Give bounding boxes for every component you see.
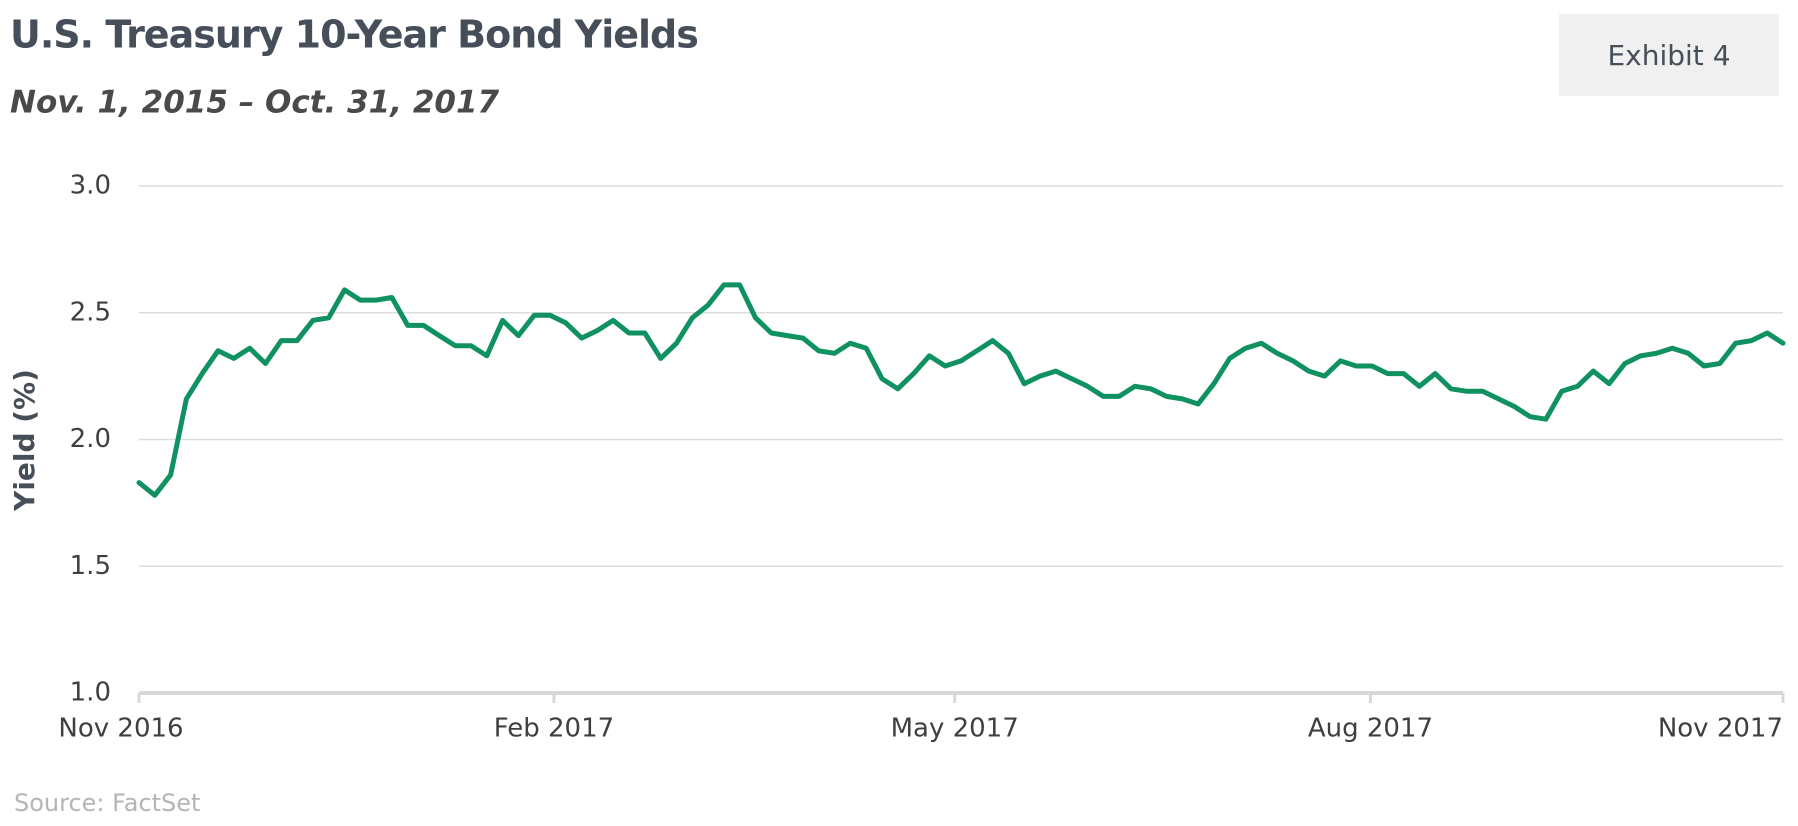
y-tick-label: 1.0	[70, 678, 111, 708]
chart-subtitle: Nov. 1, 2015 – Oct. 31, 2017	[10, 85, 500, 121]
x-tick-label: Nov 2016	[58, 714, 183, 744]
x-tick-label: May 2017	[891, 714, 1019, 744]
chart-title: U.S. Treasury 10-Year Bond Yields	[10, 13, 698, 57]
y-tick-label: 3.0	[70, 171, 111, 201]
y-tick-label: 1.5	[70, 551, 111, 581]
y-tick-label: 2.5	[70, 297, 111, 327]
y-tick-label: 2.0	[70, 424, 111, 454]
x-tick-label: Nov 2017	[1658, 714, 1783, 744]
badge: Exhibit 4	[1607, 39, 1730, 72]
yield-line	[136, 282, 1786, 498]
source: Source: FactSet	[14, 789, 200, 817]
y-axis-label: Yield (%)	[8, 369, 41, 512]
badge-box	[1559, 14, 1779, 96]
x-tick-label: Aug 2017	[1308, 714, 1433, 744]
x-tick-label: Feb 2017	[494, 714, 614, 744]
